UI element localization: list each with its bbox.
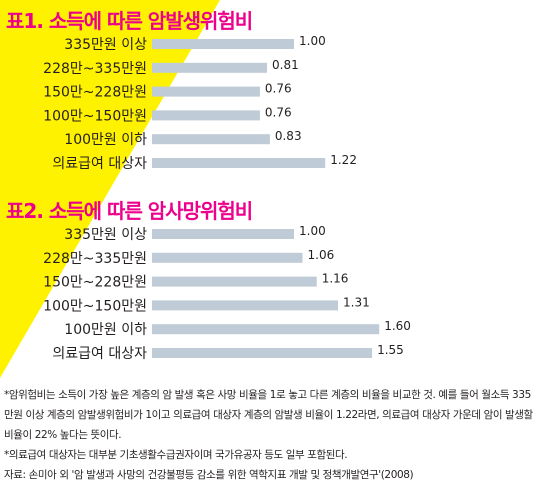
chart1-bar [152, 39, 294, 49]
chart2-value-label: 1.55 [377, 343, 404, 357]
chart2-category-label: 100만~150만원 [43, 298, 147, 314]
chart1-category-label: 100만~150만원 [43, 108, 147, 124]
chart1-bar [152, 110, 260, 121]
chart1-value-label: 0.81 [272, 58, 299, 72]
chart1-bar [152, 158, 326, 168]
chart2-title: 표2. 소득에 따른 암사망위험비 [6, 199, 253, 223]
chart1-bar [152, 62, 268, 73]
footnote-source: 자료: 손미아 외 '암 발생과 사망의 건강불평등 감소를 위한 역학지표 개… [4, 469, 414, 481]
chart2-bar [152, 252, 303, 263]
chart1-value-label: 0.83 [275, 129, 302, 143]
bar-charts: 335만원 이상 1.00 228만~335만원 0.81 150만~228만원 0.76… [43, 34, 411, 362]
chart2-bar [152, 276, 317, 287]
chart1-value-label: 1.00 [299, 34, 326, 48]
chart2-category-label: 의료급여 대상자 [52, 346, 147, 362]
chart1-category-label: 228만~335만원 [43, 61, 147, 77]
chart2-bar [152, 324, 380, 335]
chart1-category-label: 150만~228만원 [43, 85, 147, 101]
chart1-value-label: 1.22 [330, 153, 357, 167]
chart2-category-label: 100만원 이하 [64, 322, 147, 338]
chart1-category-label: 100만원 이하 [64, 132, 147, 148]
chart1-title: 표1. 소득에 따른 암발생위험비 [6, 9, 253, 33]
chart2-category-label: 228만~335만원 [43, 251, 147, 267]
chart1-category-label: 335만원 이상 [64, 37, 147, 53]
chart2-category-label: 335만원 이상 [64, 227, 147, 243]
chart1-category-label: 의료급여 대상자 [52, 156, 147, 172]
chart2-value-label: 1.60 [384, 319, 411, 333]
footnote-risk-ratio: *암위험비는 소득이 가장 높은 계층의 암 발생 혹은 사망 비율을 1로 놓… [4, 389, 533, 441]
chart2-value-label: 1.31 [343, 295, 370, 309]
chart2-bar [152, 229, 294, 239]
chart1-value-label: 0.76 [265, 105, 292, 119]
footnotes: *암위험비는 소득이 가장 높은 계층의 암 발생 혹은 사망 비율을 1로 놓… [4, 385, 535, 485]
chart1-bar [152, 86, 260, 97]
chart2-value-label: 1.06 [308, 248, 335, 262]
chart2-value-label: 1.00 [299, 224, 326, 238]
chart2-bar [152, 348, 373, 358]
chart2-category-label: 150만~228만원 [43, 275, 147, 291]
chart1-bar [152, 134, 270, 145]
chart2-value-label: 1.16 [322, 272, 349, 286]
footnote-medical-aid: *의료급여 대상자는 대부분 기초생활수급권자이며 국가유공자 등도 일부 포함… [4, 449, 348, 461]
chart2-bar [152, 300, 339, 311]
chart1-value-label: 0.76 [265, 82, 292, 96]
